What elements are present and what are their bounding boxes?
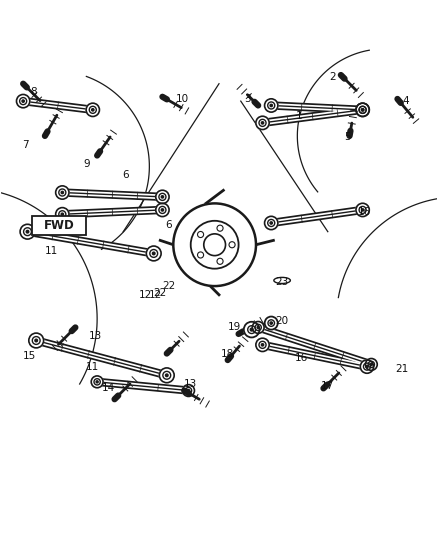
- Circle shape: [20, 224, 35, 239]
- Circle shape: [61, 191, 64, 193]
- Circle shape: [217, 259, 223, 264]
- Text: 6: 6: [166, 220, 172, 230]
- Text: 22: 22: [154, 288, 167, 297]
- Text: 4: 4: [403, 96, 410, 106]
- Circle shape: [366, 366, 368, 368]
- Circle shape: [26, 230, 29, 233]
- Text: 8: 8: [31, 87, 37, 98]
- Ellipse shape: [274, 277, 290, 284]
- Circle shape: [356, 103, 369, 117]
- Circle shape: [92, 109, 94, 111]
- Circle shape: [250, 328, 253, 331]
- FancyBboxPatch shape: [32, 215, 86, 235]
- Circle shape: [91, 376, 103, 387]
- Circle shape: [370, 364, 372, 366]
- Circle shape: [360, 360, 374, 373]
- Text: 1: 1: [296, 111, 303, 122]
- Text: 11: 11: [86, 361, 99, 372]
- Circle shape: [191, 221, 239, 269]
- Circle shape: [161, 196, 164, 198]
- Text: 16: 16: [358, 207, 371, 217]
- Circle shape: [146, 246, 161, 261]
- Text: 17: 17: [321, 381, 335, 391]
- Circle shape: [61, 213, 64, 215]
- Circle shape: [265, 99, 278, 112]
- Text: 12: 12: [149, 290, 162, 300]
- Circle shape: [261, 122, 264, 124]
- Circle shape: [361, 109, 364, 111]
- Circle shape: [29, 333, 44, 348]
- Circle shape: [56, 186, 69, 199]
- Text: 6: 6: [122, 170, 129, 180]
- Text: 13: 13: [88, 331, 102, 341]
- Circle shape: [356, 203, 369, 216]
- Text: 15: 15: [23, 351, 36, 361]
- Circle shape: [356, 103, 369, 117]
- Circle shape: [166, 374, 168, 377]
- Circle shape: [198, 231, 204, 238]
- Circle shape: [229, 241, 235, 248]
- Text: 13: 13: [184, 379, 198, 389]
- Circle shape: [252, 321, 264, 333]
- Circle shape: [270, 222, 272, 224]
- Circle shape: [204, 234, 226, 256]
- Text: 3: 3: [244, 94, 251, 104]
- Text: 11: 11: [45, 246, 58, 256]
- Circle shape: [17, 94, 30, 108]
- Text: FWD: FWD: [44, 219, 74, 232]
- Circle shape: [198, 252, 204, 258]
- Circle shape: [35, 339, 38, 342]
- Circle shape: [187, 390, 190, 392]
- Circle shape: [265, 317, 278, 329]
- Text: 23: 23: [276, 277, 289, 287]
- Text: 12: 12: [138, 290, 152, 300]
- Circle shape: [217, 225, 223, 231]
- Text: 21: 21: [395, 364, 408, 374]
- Text: 19: 19: [228, 322, 241, 333]
- Circle shape: [265, 216, 278, 230]
- Text: 10: 10: [176, 94, 189, 104]
- Circle shape: [256, 338, 269, 351]
- Circle shape: [156, 203, 169, 216]
- Circle shape: [86, 103, 99, 117]
- Circle shape: [256, 116, 269, 130]
- Circle shape: [257, 326, 259, 328]
- Circle shape: [96, 381, 98, 383]
- Text: 20: 20: [276, 316, 289, 326]
- Text: 16: 16: [295, 353, 308, 363]
- Circle shape: [159, 368, 174, 383]
- Circle shape: [270, 104, 272, 107]
- Text: 7: 7: [22, 140, 28, 150]
- Circle shape: [244, 322, 259, 337]
- Circle shape: [152, 252, 155, 255]
- Circle shape: [270, 322, 272, 324]
- Circle shape: [261, 344, 264, 346]
- Circle shape: [161, 209, 164, 211]
- Circle shape: [183, 385, 194, 397]
- Circle shape: [156, 190, 169, 204]
- Text: 14: 14: [101, 383, 115, 393]
- Text: 18: 18: [221, 349, 234, 359]
- Text: 9: 9: [83, 159, 89, 169]
- Circle shape: [56, 208, 69, 221]
- Text: 2: 2: [329, 72, 336, 82]
- Circle shape: [365, 359, 377, 370]
- Text: 5: 5: [344, 132, 351, 142]
- Circle shape: [173, 204, 256, 286]
- Text: 22: 22: [162, 281, 176, 291]
- Circle shape: [361, 209, 364, 211]
- Circle shape: [361, 109, 364, 111]
- Circle shape: [22, 100, 25, 102]
